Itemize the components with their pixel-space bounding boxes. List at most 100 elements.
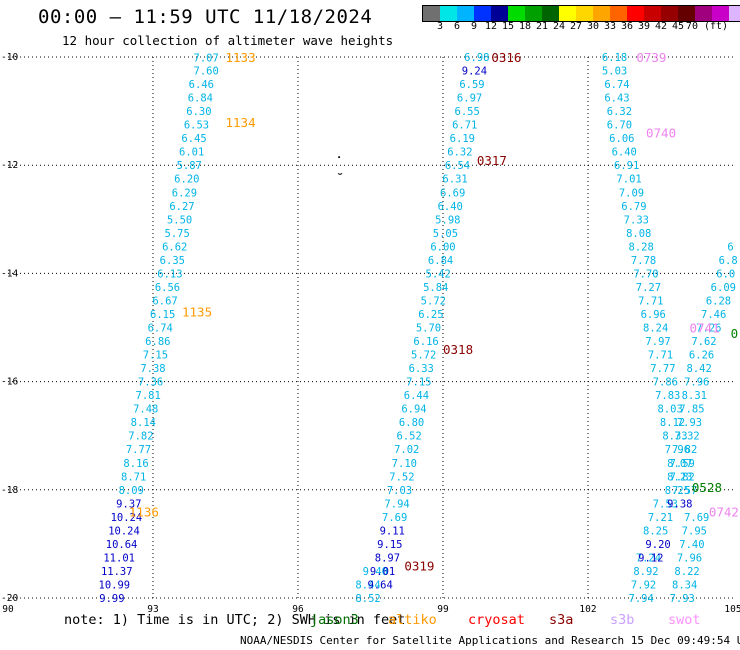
wave-height-value: 6.40 [612, 147, 637, 159]
wave-height-value: 7.26 [696, 323, 721, 335]
wave-height-value: 7.69 [684, 512, 709, 524]
colorbar-label: 70 (ft) [685, 21, 729, 32]
wave-height-value: 11.37 [101, 566, 133, 578]
wave-height-value: 7.82 [672, 444, 697, 456]
wave-height-value: 9.37 [116, 498, 141, 510]
colorbar-swatch [593, 6, 610, 21]
wave-height-value: 7.53 [653, 498, 678, 510]
wave-height-value: 6.71 [452, 120, 477, 132]
wave-height-value: 6.0 [716, 268, 735, 280]
wave-height-colorbar [422, 5, 740, 22]
wave-height-value: 7.24 [636, 552, 661, 564]
wave-height-value: 8.33 [662, 431, 687, 443]
pass-number-label: 0317 [477, 153, 507, 168]
wave-height-value: 8.52 [355, 593, 380, 605]
island-marker [338, 156, 341, 159]
wave-height-value: 9.64 [368, 579, 393, 591]
wave-height-value: 6.46 [189, 79, 214, 91]
wave-height-value: 6.79 [621, 201, 646, 213]
longitude-tick-label: 99 [437, 604, 449, 615]
wave-height-value: 9.20 [645, 539, 670, 551]
wave-height-value: 5.72 [411, 350, 436, 362]
wave-height-value: 8.31 [682, 390, 707, 402]
colorbar-swatch [423, 6, 440, 21]
wave-height-value: 6.74 [148, 323, 173, 335]
wave-height-value: 7.78 [631, 255, 656, 267]
colorbar-swatch [525, 6, 542, 21]
wave-height-value: 7.86 [653, 377, 678, 389]
wave-height-value: 6.44 [404, 390, 429, 402]
wave-height-value: 7.94 [384, 498, 409, 510]
wave-height-value: 5.50 [167, 214, 192, 226]
wave-height-value: 6.67 [152, 295, 177, 307]
wave-height-value: 7.77 [126, 444, 151, 456]
satellite-legend-item: cryosat [468, 612, 525, 628]
colorbar-swatch [729, 6, 740, 21]
wave-height-value: 5.98 [435, 214, 460, 226]
wave-height-value: 6.94 [401, 404, 426, 416]
wave-height-value: 7.96 [665, 444, 690, 456]
pass-number-label: 0741 [690, 321, 720, 336]
colorbar-swatch [695, 6, 712, 21]
footer-note: note: 1) Time is in UTC; 2) SWH is in fe… [64, 612, 406, 628]
colorbar-label: 24 [552, 21, 566, 32]
wave-height-value: 6.97 [457, 93, 482, 105]
pass-number-label: 0 [731, 326, 739, 341]
colorbar-label: 15 [501, 21, 515, 32]
satellite-legend-item: swot [668, 612, 701, 628]
colorbar-swatch [457, 6, 474, 21]
wave-height-value: 7.21 [648, 512, 673, 524]
wave-height-value: 6.06 [609, 133, 634, 145]
wave-height-value: 5.70 [416, 323, 441, 335]
wave-height-value: 7.83 [655, 390, 680, 402]
colorbar-label: 6 [453, 21, 461, 32]
wave-height-value: 8.44 [355, 579, 380, 591]
wave-height-value: 7.81 [136, 390, 161, 402]
pass-number-label: 0319 [404, 559, 434, 574]
colorbar-label: 3 [436, 21, 444, 32]
wave-height-value: 5.87 [177, 160, 202, 172]
wave-height-value: 7.93 [670, 593, 695, 605]
wave-height-value: 6.84 [428, 255, 453, 267]
page-subtitle: 12 hour collection of altimeter wave hei… [62, 33, 394, 48]
wave-height-value: 7.71 [638, 295, 663, 307]
satellite-legend-item: s3a [549, 612, 574, 628]
wave-height-value: 8.07 [667, 458, 692, 470]
wave-height-value: 7.48 [133, 404, 158, 416]
wave-height-value: 7.92 [631, 579, 656, 591]
wave-height-value: 11.01 [103, 552, 135, 564]
wave-height-value: 6.28 [706, 295, 731, 307]
wave-height-value: 6.29 [172, 187, 197, 199]
wave-height-value: 7.62 [691, 336, 716, 348]
wave-height-value: 6.55 [455, 106, 480, 118]
wave-height-value: 9.15 [377, 539, 402, 551]
wave-height-value: 7.85 [679, 404, 704, 416]
wave-height-value: 9.12 [638, 552, 663, 564]
wave-height-value: 6.80 [399, 417, 424, 429]
wave-height-value: 7.02 [394, 444, 419, 456]
wave-height-value: 7.33 [624, 214, 649, 226]
wave-height-value: 9.40 [363, 566, 388, 578]
wave-height-value: 6.31 [442, 174, 467, 186]
wave-height-value: 7.27 [636, 282, 661, 294]
wave-height-value: 6.20 [174, 174, 199, 186]
latitude-tick-label: -16 [1, 377, 18, 388]
colorbar-label: 12 [484, 21, 498, 32]
colorbar-label: 27 [569, 21, 583, 32]
longitude-tick-label: 105 [724, 604, 740, 615]
wave-height-value: 10.64 [106, 539, 138, 551]
wave-height-value: 8.08 [626, 228, 651, 240]
wave-height-value: 10.24 [108, 525, 140, 537]
colorbar-swatch [610, 6, 627, 21]
wave-height-value: 6.56 [155, 282, 180, 294]
wave-height-value: 8.25 [665, 485, 690, 497]
wave-height-value: 6.32 [607, 106, 632, 118]
wave-height-value: 7.46 [701, 309, 726, 321]
latitude-tick-label: -20 [1, 593, 18, 604]
wave-height-value: 8.09 [119, 485, 144, 497]
wave-height-value: 7.96 [677, 552, 702, 564]
wave-height-value: 6.30 [186, 106, 211, 118]
wave-height-value: 8.16 [123, 458, 148, 470]
wave-height-value: 6.59 [459, 79, 484, 91]
